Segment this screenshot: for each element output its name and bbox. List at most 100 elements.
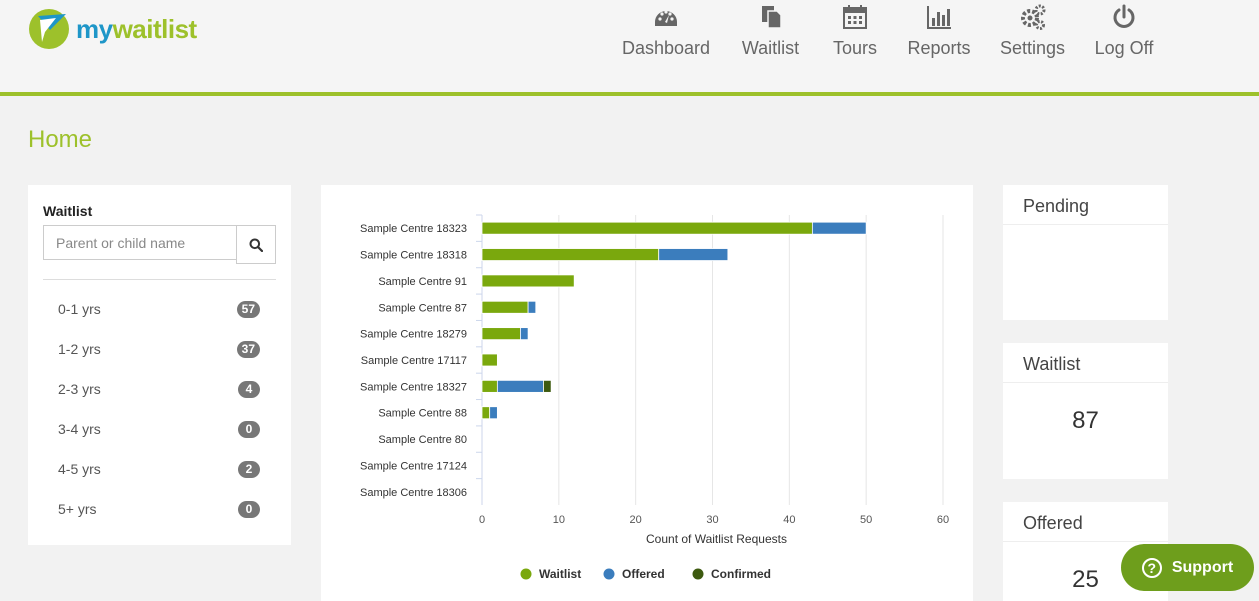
count-badge: 4	[238, 381, 260, 398]
bar-waitlist	[481, 406, 491, 420]
support-label: Support	[1171, 558, 1234, 576]
age-group-label: 2-3 yrs	[58, 381, 101, 397]
count-badge: 57	[236, 301, 260, 318]
divider	[43, 279, 276, 280]
age-group-label: 1-2 yrs	[58, 341, 101, 357]
waitlist-chart-card: 0 10 20 30 40 50 60 Sample Centre 18323 Sample C…	[321, 185, 973, 601]
bar-offered	[811, 221, 867, 235]
bar-offered	[496, 379, 544, 393]
power-icon	[1113, 4, 1135, 28]
x-tick-label: 30	[706, 514, 718, 526]
y-category-label: Sample Centre 17124	[360, 460, 467, 472]
y-category-label: Sample Centre 88	[378, 408, 467, 420]
waitlist-card-value: 87	[1072, 407, 1099, 434]
nav-settings[interactable]: Settings	[1000, 2, 1065, 59]
offered-card-title: Offered	[1003, 502, 1168, 542]
bar-waitlist	[481, 248, 660, 261]
y-category-label: Sample Centre 18327	[360, 381, 467, 393]
y-category-label: Sample Centre 18318	[360, 250, 467, 262]
waitlist-chart: 0 10 20 30 40 50 60 Sample Centre 18323 Sample C…	[360, 214, 949, 581]
pending-card-title: Pending	[1003, 185, 1168, 225]
legend-label-offered: Offered	[622, 567, 665, 581]
top-header: mywaitlist Dashboard Waitlist	[0, 0, 1259, 96]
gears-icon	[1020, 4, 1045, 30]
logo-mark-icon	[29, 9, 69, 49]
x-tick-label: 40	[783, 514, 795, 526]
legend-marker-confirmed	[692, 568, 704, 580]
nav-log-off-label: Log Off	[1094, 38, 1154, 58]
y-category-label: Sample Centre 80	[378, 434, 467, 446]
nav-tours[interactable]: Tours	[832, 2, 878, 59]
y-category-label: Sample Centre 18306	[360, 487, 467, 499]
waitlist-card-title: Waitlist	[1003, 343, 1168, 383]
search-icon	[249, 238, 263, 252]
count-badge: 0	[238, 421, 260, 438]
bar-chart-icon	[927, 6, 951, 29]
waitlist-card[interactable]: Waitlist 87	[1003, 343, 1168, 479]
legend-label-waitlist: Waitlist	[539, 567, 581, 581]
y-category-label: Sample Centre 18323	[360, 223, 467, 235]
nav-dashboard[interactable]: Dashboard	[622, 2, 710, 59]
logo-text: mywaitlist	[76, 14, 197, 45]
y-category-label: Sample Centre 17117	[361, 355, 467, 367]
offered-card-value: 25	[1072, 566, 1099, 593]
count-badge: 2	[238, 461, 260, 478]
bar-offered	[520, 327, 529, 341]
pending-card[interactable]: Pending	[1003, 185, 1168, 320]
bar-waitlist	[481, 300, 529, 314]
count-badge: 0	[238, 501, 260, 518]
dashboard-icon	[655, 10, 677, 26]
logo-text-my: my	[76, 13, 113, 44]
y-category-label: Sample Centre 91	[378, 276, 467, 288]
age-group-row[interactable]: 1-2 yrs 37	[43, 335, 276, 365]
age-group-row[interactable]: 5+ yrs 0	[43, 495, 276, 525]
legend-marker-waitlist	[520, 568, 532, 580]
x-tick-label: 10	[553, 514, 565, 526]
search-input[interactable]	[43, 225, 236, 260]
page-title: Home	[28, 126, 93, 153]
age-group-label: 4-5 yrs	[58, 461, 101, 477]
support-button[interactable]: ? Support	[1121, 544, 1254, 591]
pending-card-value	[1003, 225, 1168, 249]
calendar-icon	[843, 5, 867, 29]
nav-log-off[interactable]: Log Off	[1094, 2, 1154, 59]
documents-icon	[761, 6, 782, 29]
age-group-label: 5+ yrs	[58, 501, 97, 517]
bar-confirmed	[543, 379, 552, 393]
bar-offered	[527, 300, 537, 314]
search-button[interactable]	[236, 225, 276, 264]
count-badge: 37	[236, 341, 260, 358]
bar-offered	[489, 406, 498, 420]
waitlist-panel-title: Waitlist	[43, 203, 93, 219]
age-group-row[interactable]: 0-1 yrs 57	[43, 295, 276, 325]
waitlist-panel: Waitlist 0-1 yrs 57 1-2 yrs 37 2-3 yrs 4…	[28, 185, 291, 545]
nav-reports[interactable]: Reports	[907, 2, 971, 59]
nav-waitlist-label: Waitlist	[741, 38, 800, 58]
x-tick-label: 60	[937, 514, 949, 526]
age-group-label: 0-1 yrs	[58, 301, 101, 317]
bar-waitlist	[481, 379, 498, 393]
x-axis-title: Count of Waitlist Requests	[646, 532, 787, 546]
nav-tours-label: Tours	[832, 38, 877, 58]
x-tick-label: 0	[479, 514, 485, 526]
age-group-row[interactable]: 4-5 yrs 2	[43, 455, 276, 485]
help-icon: ?	[1141, 557, 1162, 578]
y-category-label: Sample Centre 87	[378, 302, 467, 314]
legend-label-confirmed: Confirmed	[711, 567, 771, 581]
age-group-row[interactable]: 3-4 yrs 0	[43, 415, 276, 445]
nav-dashboard-label: Dashboard	[621, 38, 711, 58]
bar-waitlist	[481, 327, 521, 341]
age-group-row[interactable]: 2-3 yrs 4	[43, 375, 276, 405]
nav-reports-label: Reports	[907, 38, 971, 58]
bar-offered	[658, 248, 729, 261]
x-tick-label: 50	[860, 514, 872, 526]
x-tick-label: 20	[630, 514, 642, 526]
y-category-label: Sample Centre 18279	[360, 329, 467, 341]
bar-waitlist	[481, 274, 575, 288]
bar-waitlist	[481, 353, 498, 367]
logo-text-waitlist: waitlist	[112, 13, 198, 44]
nav-settings-label: Settings	[999, 38, 1066, 58]
nav-waitlist[interactable]: Waitlist	[739, 2, 802, 59]
legend-marker-offered	[603, 568, 615, 580]
mywaitlist-logo[interactable]: mywaitlist	[28, 8, 197, 50]
